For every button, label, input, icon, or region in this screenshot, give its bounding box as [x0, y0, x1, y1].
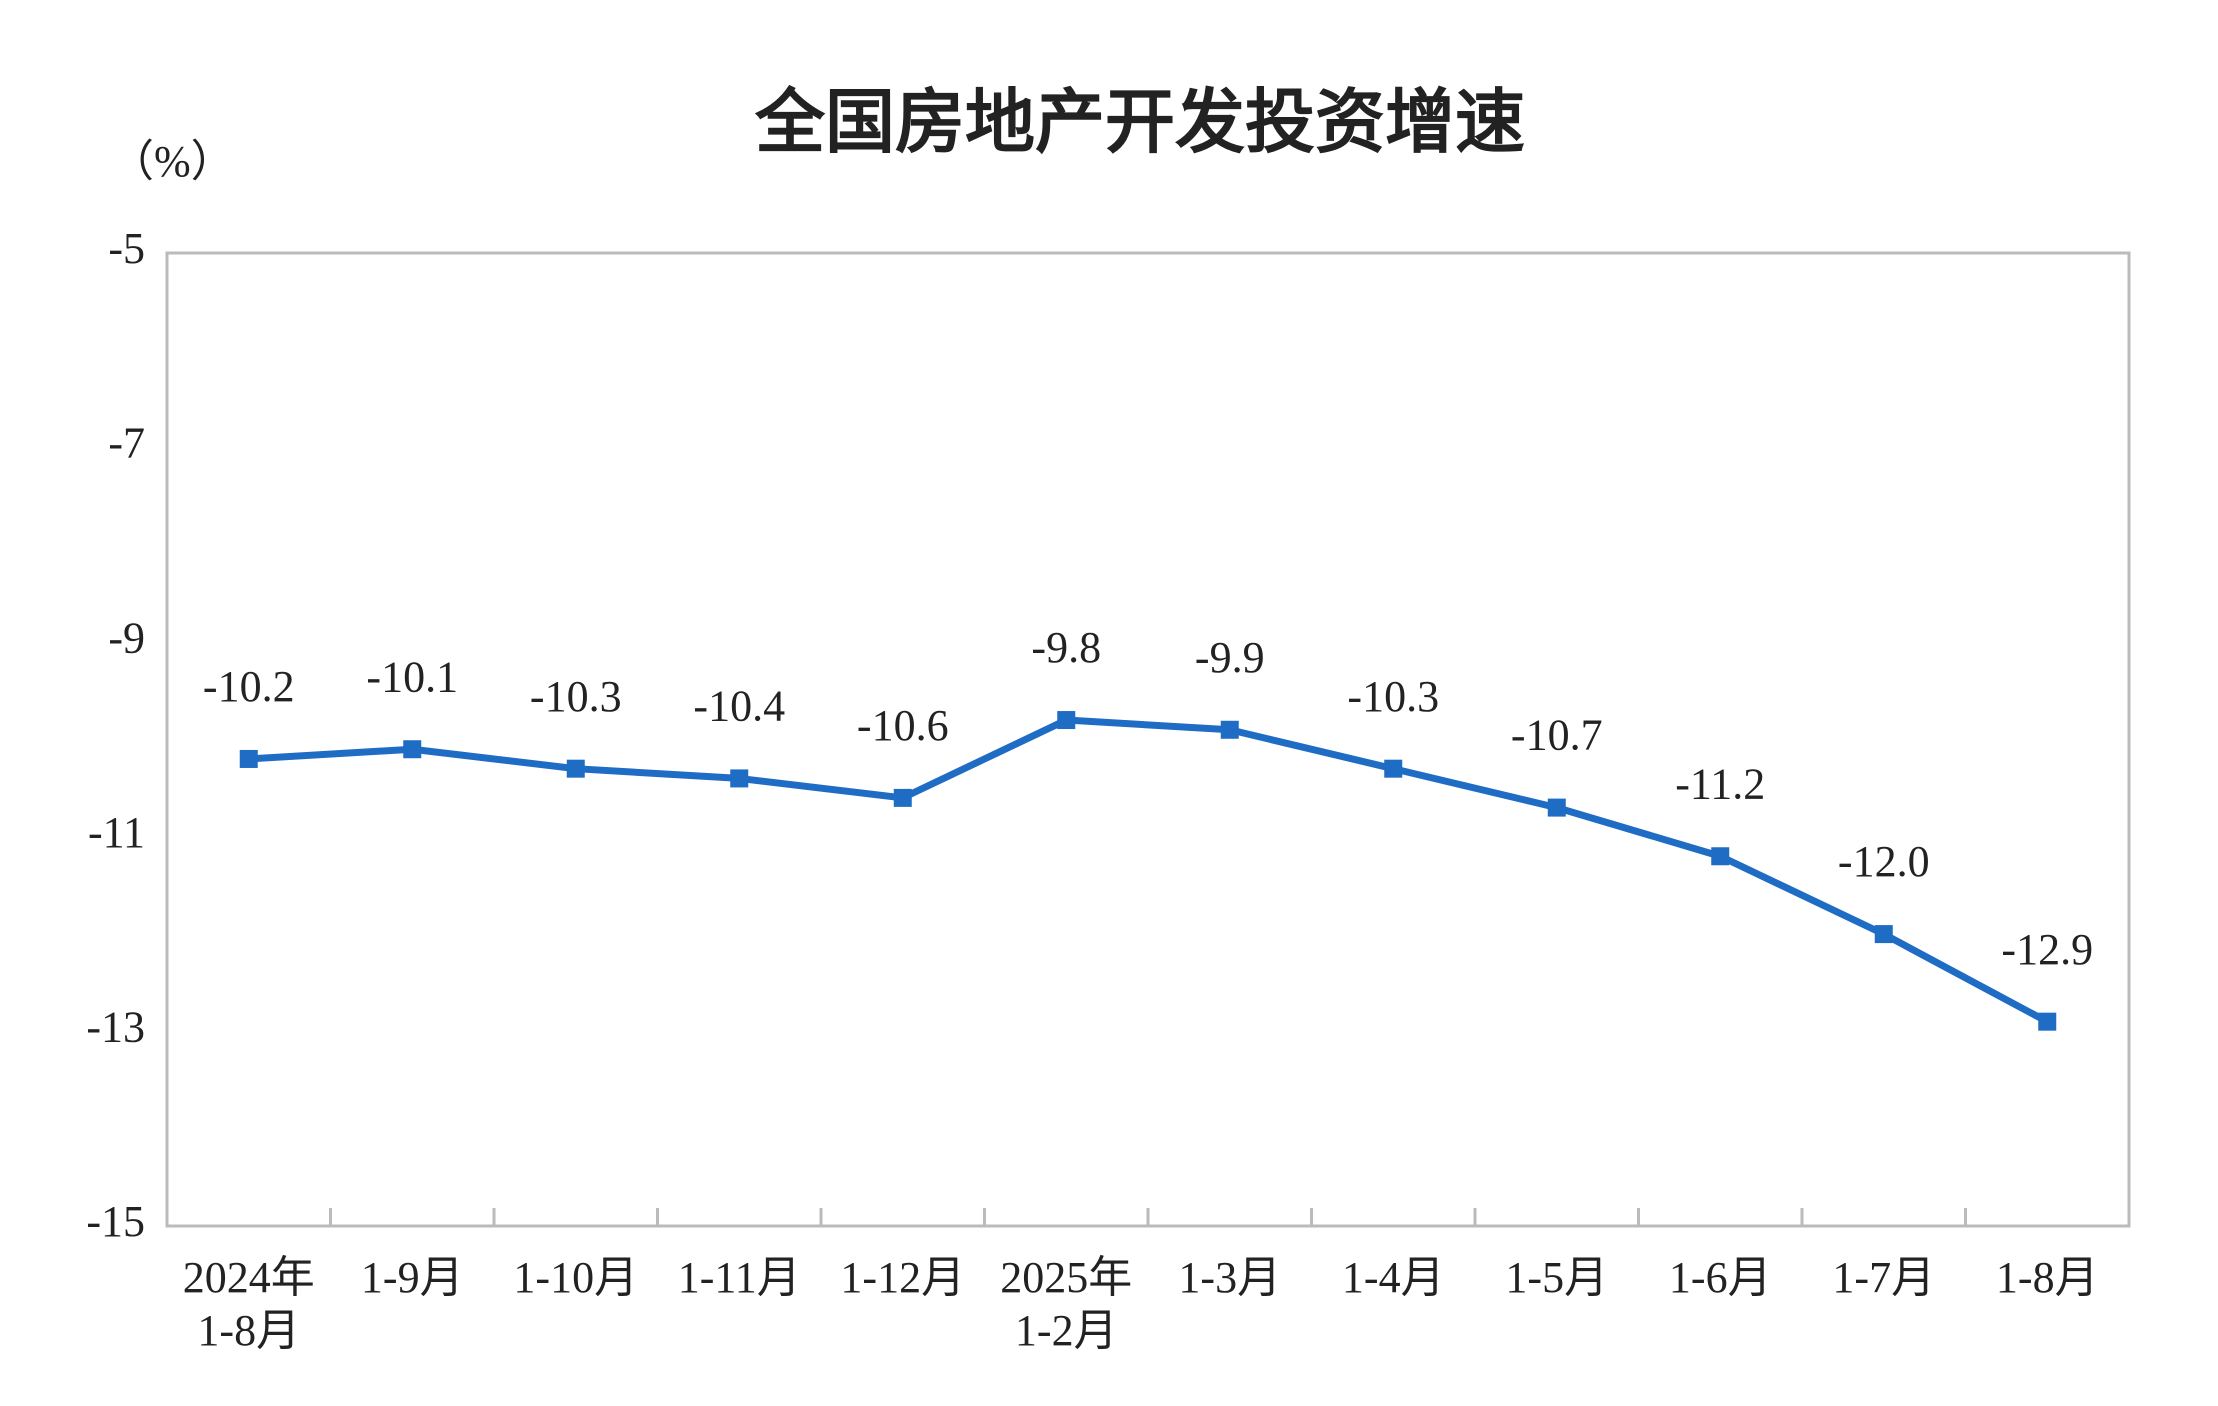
y-tick-label: -15 — [86, 1197, 145, 1246]
y-axis-label: （%） — [110, 137, 235, 186]
marker — [403, 740, 422, 759]
data-label: -11.2 — [1675, 759, 1765, 808]
marker — [1220, 720, 1239, 739]
data-label: -12.9 — [2001, 925, 2093, 974]
x-tick-label: 1-6月 — [1669, 1253, 1772, 1302]
marker — [893, 788, 912, 807]
data-label: -10.4 — [693, 682, 785, 731]
y-tick-label: -5 — [108, 224, 145, 273]
x-tick-label: 1-8月 — [1996, 1253, 2099, 1302]
marker — [1384, 759, 1403, 778]
y-tick-label: -11 — [88, 808, 145, 857]
data-label: -10.3 — [530, 672, 622, 721]
x-tick-label: 1-11月 — [678, 1253, 801, 1302]
marker — [1711, 847, 1730, 866]
data-label: -10.6 — [857, 701, 949, 750]
data-label: -10.3 — [1347, 672, 1439, 721]
data-label: -10.1 — [366, 652, 458, 701]
chart-title: 全国房地产开发投资增速 — [754, 81, 1525, 163]
data-label: -10.2 — [203, 662, 295, 711]
y-tick-label: -9 — [108, 613, 145, 662]
marker — [2038, 1012, 2057, 1031]
x-tick-label: 2025年 1-2月 — [1000, 1253, 1132, 1355]
plot-frame — [165, 251, 2131, 1228]
x-tick-label: 1-10月 — [513, 1253, 638, 1302]
x-tick-label: 1-12月 — [840, 1253, 965, 1302]
x-tick-label: 1-5月 — [1505, 1253, 1608, 1302]
x-tick-label: 1-7月 — [1832, 1253, 1935, 1302]
data-label: -12.0 — [1838, 837, 1930, 886]
x-tick-label: 1-3月 — [1178, 1253, 1281, 1302]
y-tick-label: -13 — [86, 1002, 145, 1051]
data-label: -9.8 — [1031, 623, 1101, 672]
data-label: -9.9 — [1195, 633, 1265, 682]
y-tick-label: -7 — [108, 419, 145, 468]
marker — [1874, 925, 1893, 944]
marker — [1057, 711, 1076, 730]
x-tick-label: 1-9月 — [361, 1253, 464, 1302]
x-tick-label: 2024年 1-8月 — [183, 1253, 315, 1355]
marker — [566, 759, 585, 778]
marker — [730, 769, 749, 788]
data-label: -10.7 — [1511, 711, 1603, 760]
marker — [1547, 798, 1566, 817]
marker — [239, 749, 258, 768]
x-tick-label: 1-4月 — [1342, 1253, 1445, 1302]
series-line — [248, 716, 2049, 1025]
